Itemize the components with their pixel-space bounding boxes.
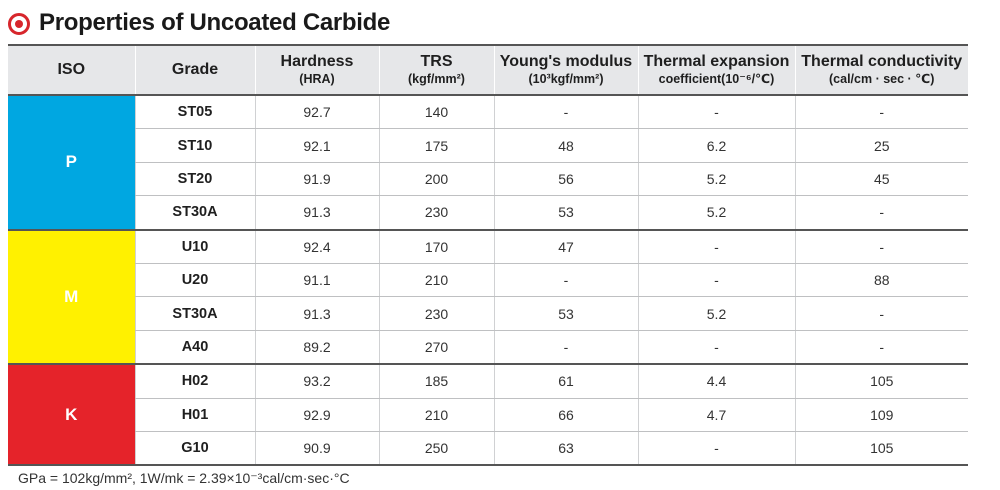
trs-cell: 140: [378, 95, 494, 130]
table-row: ST10 92.1 175 48 6.2 25: [8, 128, 968, 163]
thermal-expansion-cell: 4.4: [637, 364, 795, 399]
page-title: Properties of Uncoated Carbide: [39, 9, 391, 36]
trs-cell: 230: [378, 195, 494, 231]
youngs-modulus-cell: 48: [493, 128, 638, 163]
trs-cell: 185: [378, 364, 494, 399]
header-iso: ISO: [8, 44, 135, 96]
thermal-conductivity-cell: -: [794, 195, 968, 231]
thermal-expansion-cell: 6.2: [637, 128, 795, 163]
youngs-modulus-cell: 66: [493, 398, 638, 432]
hardness-cell: 93.2: [254, 364, 379, 399]
header-trs: TRS (kgf/mm²): [378, 44, 494, 96]
youngs-modulus-cell: 56: [493, 162, 638, 197]
youngs-modulus-cell: 61: [493, 364, 638, 399]
thermal-expansion-cell: -: [637, 330, 795, 366]
grade-cell: H01: [134, 398, 255, 432]
thermal-expansion-cell: -: [637, 263, 795, 298]
thermal-expansion-cell: 4.7: [637, 398, 795, 432]
hardness-cell: 91.1: [254, 263, 379, 298]
header-hardness: Hardness (HRA): [254, 44, 379, 96]
thermal-conductivity-cell: 45: [794, 162, 968, 197]
trs-cell: 210: [378, 263, 494, 298]
hardness-cell: 91.3: [254, 195, 379, 231]
thermal-conductivity-cell: 105: [794, 364, 968, 399]
hardness-cell: 92.1: [254, 128, 379, 163]
properties-table: ISO Grade Hardness (HRA) TRS (kgf/mm²) Y…: [8, 44, 968, 467]
trs-cell: 175: [378, 128, 494, 163]
hardness-cell: 90.9: [254, 431, 379, 467]
grade-cell: ST10: [134, 128, 255, 163]
table-row: M U10 92.4 170 47- -: [8, 229, 968, 366]
hardness-cell: 92.4: [254, 229, 379, 264]
grade-cell: A40: [134, 330, 255, 366]
header-grade: Grade: [134, 44, 255, 96]
table-row: G10 90.9 250 63-105: [8, 431, 968, 467]
trs-cell: 200: [378, 162, 494, 197]
trs-cell: 250: [378, 431, 494, 467]
header-row: ISO Grade Hardness (HRA) TRS (kgf/mm²) Y…: [8, 44, 968, 96]
grade-cell: ST05: [134, 95, 255, 130]
thermal-expansion-cell: -: [637, 431, 795, 467]
grade-cell: ST20: [134, 162, 255, 197]
grade-cell: U20: [134, 263, 255, 298]
trs-cell: 230: [378, 296, 494, 331]
youngs-modulus-cell: 47: [493, 229, 638, 264]
hardness-cell: 91.9: [254, 162, 379, 197]
hardness-cell: 92.9: [254, 398, 379, 432]
grade-cell: U10: [134, 229, 255, 264]
table-row: ST20 91.9 200 56 5.2 45: [8, 162, 968, 197]
trs-cell: 270: [378, 330, 494, 366]
header-thermal-conductivity: Thermal conductivity (cal/cm · sec · ℃): [794, 44, 968, 96]
trs-cell: 210: [378, 398, 494, 432]
iso-group-k: K: [8, 364, 135, 467]
thermal-expansion-cell: 5.2: [637, 162, 795, 197]
youngs-modulus-cell: -: [493, 263, 638, 298]
header-thermal-expansion: Thermal expansion coefficient(10⁻⁶/℃): [637, 44, 795, 96]
footnote: GPa = 102kg/mm², 1W/mk = 2.39×10⁻³cal/cm…: [18, 470, 350, 486]
thermal-conductivity-cell: -: [794, 296, 968, 331]
youngs-modulus-cell: 63: [493, 431, 638, 467]
hardness-cell: 92.7: [254, 95, 379, 130]
youngs-modulus-cell: -: [493, 95, 638, 130]
table-row: A40 89.2 270- - -: [8, 330, 968, 366]
thermal-conductivity-cell: -: [794, 95, 968, 130]
grade-cell: ST30A: [134, 195, 255, 231]
trs-cell: 170: [378, 229, 494, 264]
thermal-conductivity-cell: -: [794, 330, 968, 366]
hardness-cell: 91.3: [254, 296, 379, 331]
table-row: P ST05 92.7 140- - -: [8, 95, 968, 231]
thermal-expansion-cell: 5.2: [637, 195, 795, 231]
youngs-modulus-cell: -: [493, 330, 638, 366]
thermal-conductivity-cell: 109: [794, 398, 968, 432]
thermal-expansion-cell: -: [637, 95, 795, 130]
hardness-cell: 89.2: [254, 330, 379, 366]
target-bullet-icon: [8, 13, 30, 35]
header-youngs-modulus: Young's modulus (10³kgf/mm²): [493, 44, 638, 96]
grade-cell: H02: [134, 364, 255, 399]
grade-cell: G10: [134, 431, 255, 467]
youngs-modulus-cell: 53: [493, 195, 638, 231]
iso-group-m: M: [8, 229, 135, 366]
table-row: ST30A 91.3 230 53 5.2-: [8, 296, 968, 331]
thermal-expansion-cell: 5.2: [637, 296, 795, 331]
thermal-conductivity-cell: 25: [794, 128, 968, 163]
thermal-conductivity-cell: 88: [794, 263, 968, 298]
youngs-modulus-cell: 53: [493, 296, 638, 331]
iso-group-p: P: [8, 95, 135, 231]
grade-cell: ST30A: [134, 296, 255, 331]
table-row: U20 91.1 210- -88: [8, 263, 968, 298]
table-row: K H02 93.2 185 61 4.4 105: [8, 364, 968, 467]
thermal-expansion-cell: -: [637, 229, 795, 264]
table-body: P ST05 92.7 140- - - ST10 92.1 175 48 6.2 25 ST20 91.…: [8, 95, 968, 467]
table-row: ST30A 91.3 230 53 5.2-: [8, 195, 968, 231]
section-title: Properties of Uncoated Carbide: [8, 6, 390, 40]
table-row: H01 92.9 210 66 4.7 109: [8, 398, 968, 432]
thermal-conductivity-cell: 105: [794, 431, 968, 467]
thermal-conductivity-cell: -: [794, 229, 968, 264]
